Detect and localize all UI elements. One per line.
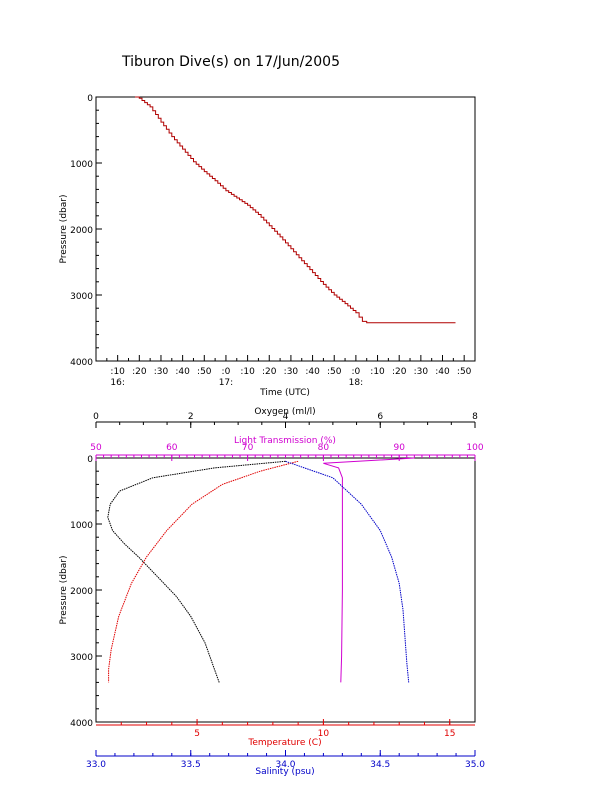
salinity-axis-label: Salinity (psu) (255, 767, 314, 777)
profile-plot-ticks: 0 1000 2000 3000 4000 0 2 4 6 8 50 60 70 80 90 100 5 10 15… (70, 412, 485, 770)
profile-plot-frame (95, 457, 476, 723)
salinity-profile-line (285, 460, 410, 683)
x-tick-label: :20 (262, 367, 277, 377)
temperature-profile-line (108, 460, 299, 683)
light_transmission-tick-label: 100 (466, 443, 483, 453)
salinity-tick-label: 34.5 (370, 760, 390, 770)
x-tick-label: :50 (327, 367, 342, 377)
profile-traces (107, 457, 415, 683)
light_transmission-tick-label: 60 (166, 443, 178, 453)
oxygen-tick-label: 6 (377, 412, 383, 422)
x-tick-label: :40 (175, 367, 190, 377)
x-tick-label: :50 (197, 367, 212, 377)
oxygen-tick-label: 0 (93, 412, 99, 422)
salinity-tick-label: 33.0 (86, 760, 106, 770)
y-tick-label: 4000 (70, 358, 93, 368)
salinity-tick-label: 33.5 (181, 760, 201, 770)
x-tick-label: :10 (110, 367, 125, 377)
dive-plot-ticks: 0 1000 2000 3000 4000 :10 :20 :30 :40 :50 :0 :10 :20… (70, 94, 472, 388)
x-tick-label: :10 (240, 367, 255, 377)
light_transmission-tick-label: 80 (318, 443, 330, 453)
y-tick-label: 0 (87, 94, 93, 104)
y-tick-label: 0 (87, 455, 93, 465)
x-tick-label: :40 (305, 367, 320, 377)
y-tick-label: 2000 (70, 587, 93, 597)
top-y-axis-label: Pressure (dbar) (59, 195, 69, 264)
light_transmission-tick-label: 50 (90, 443, 102, 453)
temperature-tick-label: 5 (194, 729, 200, 739)
oxygen-tick-label: 4 (283, 412, 289, 422)
x-hour-label: 18: (349, 378, 363, 388)
salinity-tick-label: 34.0 (275, 760, 295, 770)
dive-depth-trace (134, 96, 456, 324)
y-tick-label: 1000 (70, 160, 93, 170)
x-tick-label: :30 (284, 367, 299, 377)
light-axis-label: Light Transmission (%) (234, 436, 336, 446)
oxygen-profile-line (107, 460, 286, 683)
x-tick-label: :10 (370, 367, 385, 377)
light_transmission-tick-label: 90 (393, 443, 405, 453)
x-tick-label: :20 (392, 367, 407, 377)
y-tick-label: 1000 (70, 521, 93, 531)
x-tick-label: :0 (352, 367, 361, 377)
y-tick-label: 2000 (70, 226, 93, 236)
temperature-tick-label: 15 (444, 729, 455, 739)
y-tick-label: 3000 (70, 292, 93, 302)
bottom-y-axis-label: Pressure (dbar) (59, 556, 69, 625)
temperature-axis-label: Temperature (C) (247, 738, 321, 748)
top-x-axis-label: Time (UTC) (259, 388, 310, 398)
light_transmission-profile-line (323, 457, 415, 683)
salinity-tick-label: 35.0 (465, 760, 485, 770)
temperature-tick-label: 10 (318, 729, 330, 739)
x-hour-label: 16: (110, 378, 124, 388)
x-tick-label: :30 (154, 367, 169, 377)
x-hour-label: 17: (219, 378, 233, 388)
x-tick-label: :40 (435, 367, 450, 377)
x-tick-label: :30 (414, 367, 429, 377)
oxygen-tick-label: 8 (472, 412, 478, 422)
oxygen-tick-label: 2 (188, 412, 194, 422)
x-tick-label: :20 (132, 367, 147, 377)
oxygen-axis-label: Oxygen (ml/l) (254, 407, 315, 417)
light_transmission-tick-label: 70 (242, 443, 254, 453)
y-tick-label: 3000 (70, 653, 93, 663)
x-tick-label: :50 (457, 367, 472, 377)
dive-plot-frame (95, 96, 476, 362)
y-tick-label: 4000 (70, 719, 93, 729)
chart-title: Tiburon Dive(s) on 17/Jun/2005 (121, 54, 340, 70)
x-tick-label: :0 (222, 367, 231, 377)
